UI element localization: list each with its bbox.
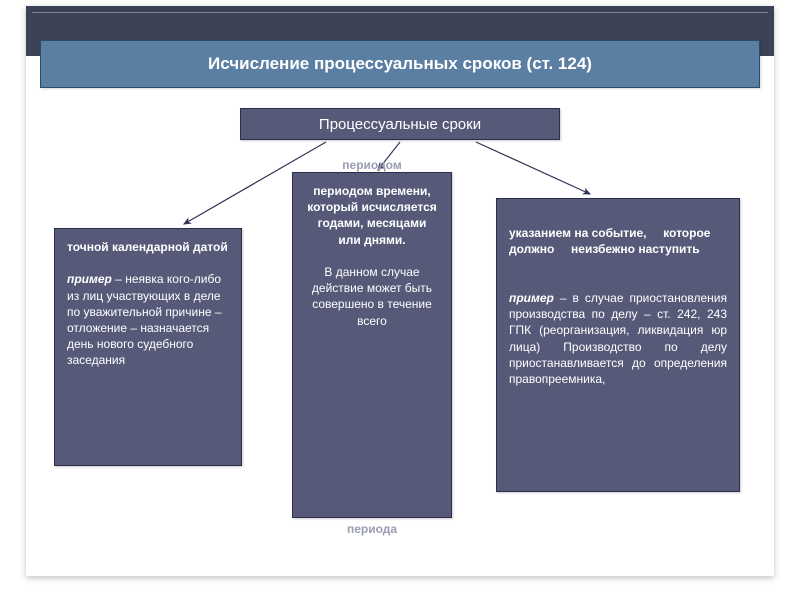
mid-box: периодом времени, который исчисляется го… xyxy=(292,172,452,518)
mid-text-top: периодом времени, который исчисляется го… xyxy=(305,183,439,248)
mid-text-top-span: периодом времени, который исчисляется го… xyxy=(307,184,437,247)
right-heading: указанием на событие, которое должно неи… xyxy=(509,209,727,274)
root-text: Процессуальные сроки xyxy=(319,116,481,133)
left-heading: точной календарной датой xyxy=(67,239,229,255)
mid-cutoff-above: периодом xyxy=(292,158,452,172)
mid-cutoff-below: периода xyxy=(292,522,452,536)
right-example-body: – в случае приостановления производства … xyxy=(509,291,727,386)
title-text: Исчисление процессуальных сроков (ст. 12… xyxy=(208,54,592,74)
left-example-body: – неявка кого-либо из лиц участвующих в … xyxy=(67,272,222,367)
mid-cutoff-above-text: периодом xyxy=(342,158,401,172)
left-box: точной календарной датой пример – неявка… xyxy=(54,228,242,466)
right-box: указанием на событие, которое должно неи… xyxy=(496,198,740,492)
right-example-label: пример xyxy=(509,291,554,305)
mid-text-bottom: В данном случае действие может быть сове… xyxy=(305,264,439,329)
title-box: Исчисление процессуальных сроков (ст. 12… xyxy=(40,40,760,88)
mid-cutoff-below-text: периода xyxy=(347,522,397,536)
left-example-label: пример xyxy=(67,272,112,286)
right-heading-text: указанием на событие, которое должно неи… xyxy=(509,225,727,257)
root-box: Процессуальные сроки xyxy=(240,108,560,140)
slide: Исчисление процессуальных сроков (ст. 12… xyxy=(26,6,774,576)
left-example: пример – неявка кого-либо из лиц участву… xyxy=(67,271,229,368)
right-example: пример – в случае приостановления произв… xyxy=(509,290,727,387)
